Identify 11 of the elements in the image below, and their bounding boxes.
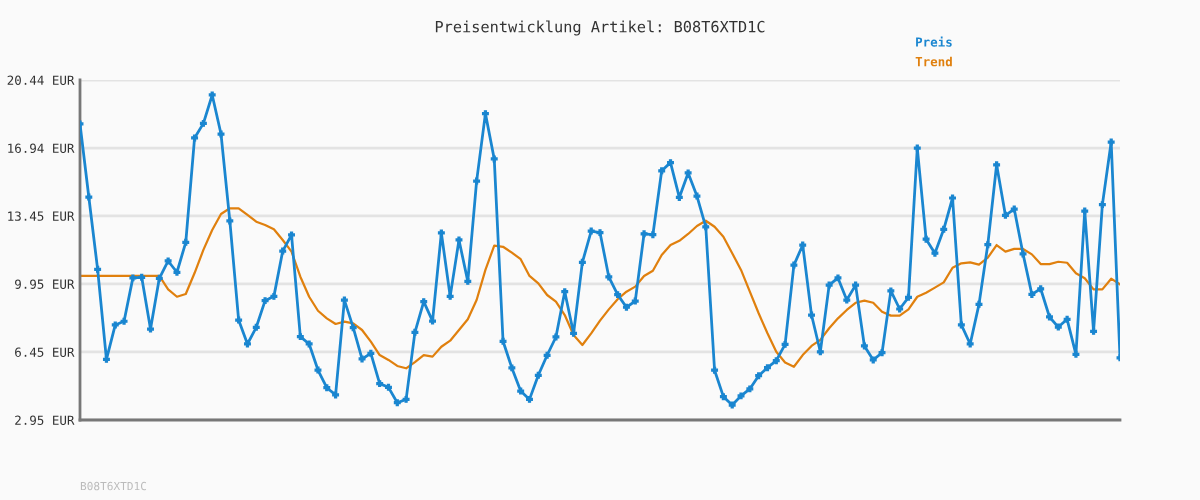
y-tick-label: 9.95 EUR bbox=[15, 279, 75, 289]
text: Trend bbox=[915, 56, 952, 67]
y-tick-label: 6.45 EUR bbox=[15, 347, 75, 357]
y-tick-label: 13.45 EUR bbox=[8, 211, 75, 221]
text: B08T6XTD1C bbox=[80, 481, 147, 491]
line-series bbox=[80, 207, 1120, 370]
y-tick-label: 16.94 EUR bbox=[8, 143, 75, 153]
y-tick-label: 2.95 EUR bbox=[15, 415, 75, 425]
text: Preis bbox=[916, 36, 952, 47]
chart-title: Preisentwicklung Artikel: B08T6XTD1C bbox=[435, 20, 765, 36]
y-tick-label: 20.44 EUR bbox=[7, 75, 75, 85]
